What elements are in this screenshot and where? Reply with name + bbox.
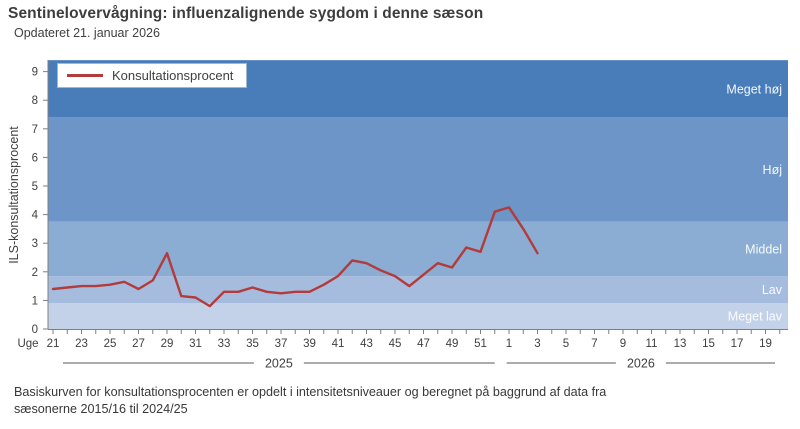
intensity-bands: Meget lav Lav Middel Høj Meget høj: [48, 60, 788, 329]
consultation-rate-line: [51, 206, 539, 308]
x-tick-label: 1: [506, 338, 512, 350]
footnote: Basiskurven for konsultationsprocenten e…: [14, 384, 606, 418]
axes: [47, 60, 788, 330]
legend-label: Konsultationsprocent: [112, 68, 234, 83]
x-axis-title: Uge: [17, 338, 38, 350]
y-axis-ticks: 0 1 2 3 4 5 6 7 8 9: [32, 67, 48, 336]
x-tick-label: 41: [332, 338, 345, 350]
y-tick-label: 5: [32, 181, 38, 193]
x-tick-label: 7: [591, 338, 597, 350]
y-tick-label: 8: [32, 95, 38, 107]
y-tick-label: 7: [32, 124, 38, 136]
x-tick-label: 25: [104, 338, 117, 350]
legend-box: Konsultationsprocent: [57, 63, 247, 88]
footnote-line-1: Basiskurven for konsultationsprocenten e…: [14, 385, 607, 399]
x-tick-label: 13: [674, 338, 687, 350]
x-tick-label: 11: [646, 338, 658, 350]
y-tick-label: 4: [32, 210, 39, 222]
x-tick-label: 19: [759, 338, 772, 350]
y-tick-label: 9: [32, 67, 38, 79]
year-label: 2025: [265, 357, 293, 371]
y-tick-label: 2: [32, 267, 38, 279]
legend-line-swatch: [67, 74, 103, 77]
intensity-band: [48, 303, 788, 329]
year-brackets: 2025 2026: [63, 357, 775, 371]
x-tick-label: 33: [218, 338, 231, 350]
footnote-line-2: sæsonerne 2015/16 til 2024/25: [14, 402, 188, 416]
x-tick-label: 49: [446, 338, 459, 350]
x-tick-label: 37: [275, 338, 288, 350]
page-title: Sentinelovervågning: influenzalignende s…: [8, 5, 484, 22]
y-tick-label: 0: [32, 324, 38, 336]
x-tick-label: 51: [474, 338, 487, 350]
intensity-band-label: Middel: [745, 242, 782, 256]
x-tick-label: 5: [563, 338, 569, 350]
x-axis-ticks: 21 23 25 27 29 31 33 35 37 39 41 43 45 47 49 51 1 3 5 7 9 11 1…: [17, 330, 781, 350]
year-label: 2026: [627, 357, 655, 371]
x-tick-label: 47: [417, 338, 430, 350]
x-tick-label: 39: [303, 338, 316, 350]
intensity-band-label: Meget høj: [726, 82, 782, 96]
x-tick-label: 29: [161, 338, 174, 350]
intensity-band-label: Lav: [762, 283, 783, 297]
x-tick-label: 43: [360, 338, 373, 350]
y-axis-label: ILS-konsultationsprocent: [7, 126, 21, 264]
y-tick-label: 3: [32, 238, 38, 250]
x-tick-label: 27: [132, 338, 145, 350]
x-tick-label: 9: [620, 338, 626, 350]
intensity-band-label: Meget lav: [728, 310, 783, 324]
x-tick-label: 15: [702, 338, 715, 350]
intensity-band: [48, 117, 788, 222]
updated-date: Opdateret 21. januar 2026: [14, 26, 160, 40]
x-tick-label: 45: [389, 338, 402, 350]
x-tick-label: 35: [246, 338, 259, 350]
y-tick-label: 6: [32, 152, 38, 164]
x-tick-label: 31: [189, 338, 202, 350]
x-tick-label: 23: [75, 338, 88, 350]
intensity-band-label: Høj: [763, 163, 782, 177]
x-tick-label: 3: [534, 338, 540, 350]
x-tick-label: 21: [47, 338, 60, 350]
y-tick-label: 1: [32, 295, 38, 307]
x-tick-label: 17: [731, 338, 744, 350]
